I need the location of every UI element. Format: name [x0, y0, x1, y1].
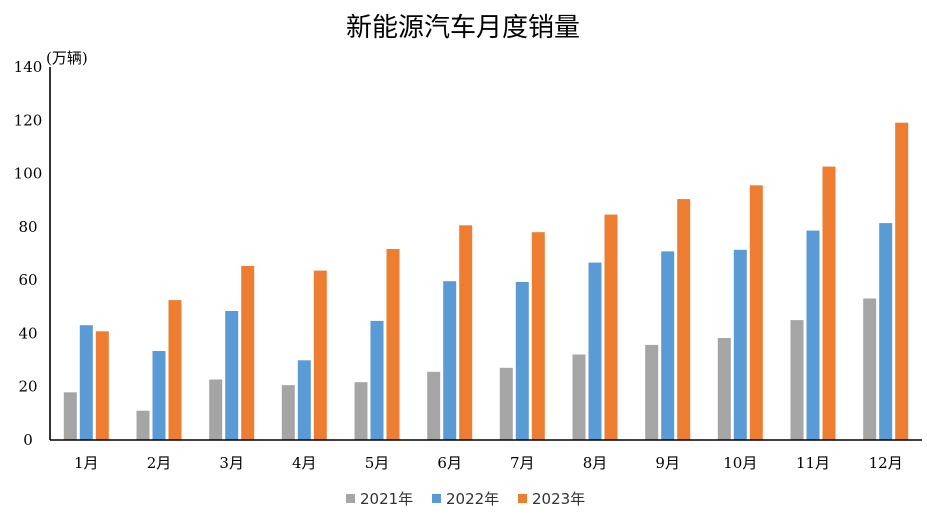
legend-swatch	[346, 494, 355, 503]
bars-group	[63, 122, 909, 440]
bar-5-2	[459, 225, 473, 440]
bar-6-2	[531, 232, 545, 440]
legend-swatch	[432, 494, 441, 503]
bar-1-0	[136, 410, 150, 440]
bar-0-0	[63, 392, 77, 440]
bar-10-2	[822, 166, 836, 440]
bar-8-2	[677, 199, 691, 440]
bar-2-2	[241, 266, 255, 440]
bar-9-1	[733, 249, 747, 440]
legend: 2021年 2022年 2023年	[346, 490, 585, 508]
x-tick-label: 10月	[723, 454, 757, 472]
y-tick-label: 20	[18, 378, 37, 396]
bar-1-2	[168, 300, 182, 440]
bar-2-1	[225, 311, 239, 440]
bar-0-2	[95, 331, 109, 440]
x-tick-label: 2月	[147, 454, 172, 472]
bar-5-1	[443, 281, 457, 440]
bar-3-1	[297, 360, 311, 440]
bar-7-1	[588, 262, 602, 440]
bar-11-2	[895, 122, 909, 440]
bar-9-0	[717, 338, 731, 440]
bar-0-1	[79, 325, 93, 440]
x-tick-label: 7月	[510, 454, 535, 472]
x-tick-label: 5月	[365, 454, 390, 472]
legend-label: 2021年	[360, 490, 413, 508]
bar-9-2	[749, 185, 763, 440]
bar-6-0	[499, 367, 513, 440]
x-tick-label: 9月	[655, 454, 680, 472]
bar-7-0	[572, 354, 586, 440]
bar-6-1	[515, 282, 529, 440]
bar-1-1	[152, 351, 166, 440]
bar-10-0	[790, 320, 804, 440]
y-tick-label: 120	[14, 111, 43, 129]
legend-label: 2023年	[532, 490, 585, 508]
x-tick-label: 1月	[74, 454, 99, 472]
legend-label: 2022年	[446, 490, 499, 508]
bar-8-1	[661, 251, 675, 440]
bar-7-2	[604, 214, 618, 440]
bar-4-2	[386, 249, 400, 440]
bar-3-2	[313, 270, 327, 440]
bar-10-1	[806, 230, 820, 440]
bar-11-0	[863, 298, 877, 440]
y-tick-label: 0	[23, 431, 33, 449]
bar-4-1	[370, 320, 384, 440]
y-tick-label: 100	[14, 165, 43, 183]
y-tick-label: 80	[18, 218, 37, 236]
x-tick-label: 3月	[219, 454, 244, 472]
bar-2-0	[209, 379, 223, 440]
x-axis-ticks: 1月 2月 3月 4月 5月 6月 7月 8月 9月 10月 11月 12月	[74, 454, 903, 472]
legend-swatch	[518, 494, 527, 503]
x-tick-label: 8月	[583, 454, 608, 472]
bar-5-0	[427, 371, 441, 440]
bar-3-0	[281, 385, 295, 440]
bar-4-0	[354, 382, 368, 440]
x-tick-label: 11月	[796, 454, 830, 472]
chart-title: 新能源汽车月度销量	[346, 13, 580, 43]
y-axis-unit-label: (万辆)	[46, 49, 88, 67]
y-tick-label: 60	[18, 271, 37, 289]
y-tick-label: 140	[14, 58, 43, 76]
bar-8-0	[645, 344, 659, 440]
y-axis-ticks: 0 20 40 60 80 100 120 140	[14, 58, 43, 449]
y-tick-label: 40	[18, 324, 37, 342]
x-tick-label: 12月	[869, 454, 903, 472]
x-tick-label: 4月	[292, 454, 317, 472]
bar-11-1	[879, 223, 893, 440]
x-tick-label: 6月	[437, 454, 462, 472]
